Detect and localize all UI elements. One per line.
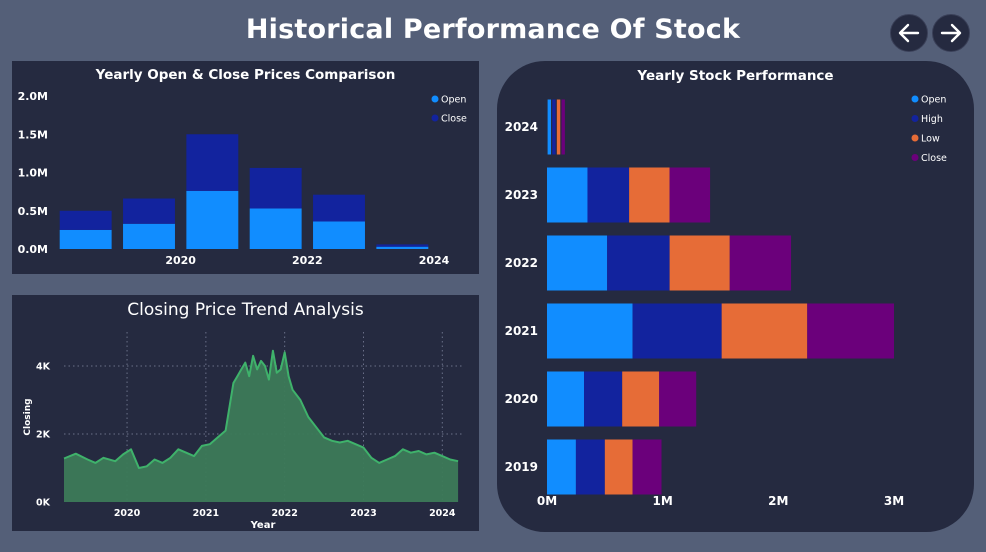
bar-open-2020 (547, 371, 585, 427)
closing-line (63, 349, 459, 469)
x-axis-label: Year (250, 520, 276, 531)
bar-close-2023 (669, 167, 711, 223)
bar-low-2022 (669, 235, 730, 291)
x-tick-label: 2023 (350, 508, 376, 519)
y-tick-label: 2022 (505, 256, 538, 270)
legend-label-low: Low (921, 134, 940, 145)
bar-close-2019 (59, 210, 112, 230)
bar-close-2024 (561, 99, 565, 155)
bar-close-2020 (123, 198, 175, 224)
legend-marker-close (911, 154, 919, 161)
y-tick-label: 0.0M (18, 243, 48, 256)
bar-open-2019 (547, 439, 576, 495)
page-title: Historical Performance Of Stock (245, 14, 741, 45)
legend-label-open: Open (921, 95, 946, 106)
bar-close-2021 (186, 134, 239, 191)
bar-low-2023 (629, 167, 670, 223)
bar-close-2019 (632, 439, 662, 495)
bar-open-2022 (547, 235, 608, 291)
x-tick-label: 2M (768, 494, 788, 508)
legend-label-open: Open (441, 95, 466, 106)
y-tick-label: 1.5M (18, 128, 48, 141)
bar-low-2021 (721, 303, 808, 359)
legend-marker-open (431, 95, 439, 103)
bar-open-2023 (313, 221, 365, 249)
y-tick-label: 2.0M (18, 90, 48, 103)
bar-close-2020 (659, 371, 697, 427)
x-tick-label: 3M (884, 494, 904, 508)
bar-high-2021 (632, 303, 722, 359)
stock-performance-panel: Yearly Stock Performance 2024 2023 2022 202… (497, 61, 974, 532)
bar-open-2020 (123, 223, 175, 249)
bar-low-2024 (556, 99, 561, 155)
y-tick-label: 2021 (505, 324, 538, 338)
bar-high-2020 (584, 371, 623, 427)
legend-marker-close (431, 114, 439, 122)
legend-label-close: Close (441, 114, 467, 125)
bar-close-2022 (249, 167, 302, 209)
y-tick-label: 1.0M (18, 167, 48, 180)
stock-performance-chart: 2024 2023 2022 2021 2020 2019 0M 1M 2M 3M Open Hi… (505, 95, 947, 509)
bar-open-2019 (59, 229, 112, 249)
x-tick-label: 0M (537, 494, 557, 508)
back-button[interactable] (890, 14, 928, 52)
closing-trend-panel: Closing Price Trend Analysis 0K 2K 4K 2020… (12, 295, 479, 531)
legend-label-close: Close (921, 153, 947, 164)
arrow-right-icon (940, 23, 962, 43)
x-tick-label: 2021 (193, 508, 219, 519)
chart-title: Yearly Open & Close Prices Comparison (95, 67, 396, 83)
x-tick-label: 2022 (292, 254, 323, 267)
y-tick-label: 4K (36, 362, 51, 373)
bar-low-2020 (622, 371, 660, 427)
bar-close-2024 (376, 244, 429, 247)
y-tick-label: 2019 (505, 460, 538, 474)
y-tick-label: 0K (36, 498, 51, 509)
bar-high-2019 (575, 439, 605, 495)
bar-close-2021 (807, 303, 894, 359)
x-tick-label: 2024 (429, 508, 456, 519)
bar-open-2021 (186, 190, 239, 249)
y-tick-label: 2020 (505, 392, 538, 406)
bar-high-2023 (587, 167, 630, 223)
y-axis-label: Closing (23, 398, 33, 435)
bar-high-2022 (607, 235, 670, 291)
legend-marker-low (911, 134, 919, 142)
chart-title: Yearly Stock Performance (637, 68, 834, 84)
x-tick-label: 2024 (419, 254, 450, 267)
legend-marker-open (911, 95, 919, 103)
legend-marker-high (911, 115, 919, 122)
bar-open-2023 (547, 167, 588, 223)
closing-area-fill (64, 350, 459, 502)
x-tick-label: 1M (653, 494, 673, 508)
bar-open-2024 (547, 99, 552, 155)
bar-open-2024 (376, 246, 429, 249)
y-tick-label: 2023 (505, 188, 538, 202)
x-tick-label: 2020 (165, 254, 196, 267)
bar-low-2019 (604, 439, 633, 495)
bar-high-2024 (552, 99, 556, 155)
bar-open-2021 (547, 303, 633, 359)
closing-trend-chart: 0K 2K 4K 2020 2021 2022 2023 2024 Year Closing (23, 332, 462, 531)
arrow-left-icon (898, 23, 920, 43)
y-tick-label: 2K (36, 430, 51, 441)
y-tick-label: 0.5M (18, 205, 48, 218)
open-close-chart-panel: Yearly Open & Close Prices Comparison 0.… (12, 61, 479, 274)
bar-open-2022 (249, 208, 302, 249)
bar-close-2023 (313, 194, 365, 222)
forward-button[interactable] (932, 14, 970, 52)
y-tick-label: 2024 (505, 120, 538, 134)
legend-label-high: High (921, 114, 943, 125)
x-tick-label: 2022 (271, 508, 297, 519)
chart-title: Closing Price Trend Analysis (127, 300, 364, 320)
open-close-chart: 0.0M 0.5M 1.0M 1.5M 2.0M 2020 2022 2024 Open Cl… (18, 90, 467, 267)
x-tick-label: 2020 (114, 508, 141, 519)
bar-close-2022 (729, 235, 792, 291)
